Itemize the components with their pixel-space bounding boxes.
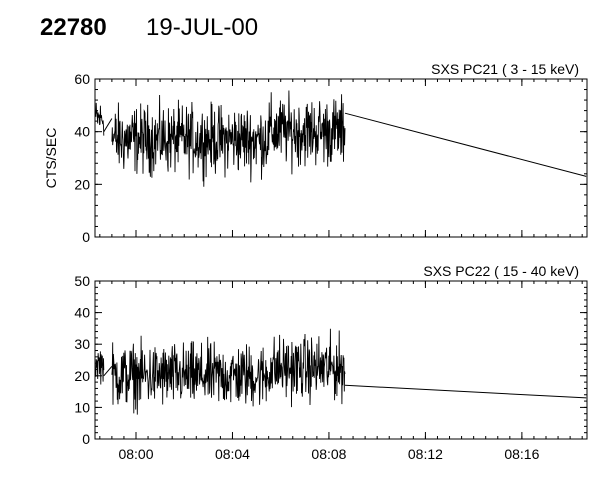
y-tick-label: 30 xyxy=(74,336,90,352)
y-tick-label: 20 xyxy=(74,368,90,384)
y-tick-label: 50 xyxy=(74,273,90,289)
series-line-segment xyxy=(103,118,113,132)
series-line-segment xyxy=(103,365,113,377)
y-tick-label: 0 xyxy=(82,431,90,447)
observation-date: 19-JUL-00 xyxy=(146,14,259,41)
series-noise-segment xyxy=(95,351,105,385)
series-noise-segment xyxy=(111,328,346,415)
panel-title: SXS PC22 ( 15 - 40 keV) xyxy=(423,263,579,279)
x-tick-label: 08:16 xyxy=(504,446,539,462)
y-axis-label: CTS/SEC xyxy=(43,128,59,189)
x-tick-label: 08:04 xyxy=(215,446,250,462)
series-line-segment xyxy=(344,384,587,399)
series-line-segment xyxy=(344,112,587,177)
observation-id: 22780 xyxy=(40,14,107,41)
panel-1: 0 20 40 60 SXS PC21 ( 3 - 15 keV) CTS/SEC xyxy=(43,61,588,245)
panel-2: 0 10 20 30 40 50 08:00 08:04 08:08 08:12 08:16 SXS … xyxy=(74,263,588,462)
y-tick-label: 0 xyxy=(82,229,90,245)
x-tick-label: 08:08 xyxy=(311,446,346,462)
panel-title: SXS PC21 ( 3 - 15 keV) xyxy=(431,61,579,77)
y-tick-label: 40 xyxy=(74,124,90,140)
series-noise-segment xyxy=(111,90,346,187)
y-tick-label: 60 xyxy=(74,71,90,87)
x-tick-label: 08:00 xyxy=(118,446,153,462)
y-tick-label: 40 xyxy=(74,305,90,321)
series-noise-segment xyxy=(95,102,105,136)
x-tick-label: 08:12 xyxy=(408,446,443,462)
y-tick-label: 20 xyxy=(74,176,90,192)
y-tick-label: 10 xyxy=(74,399,90,415)
